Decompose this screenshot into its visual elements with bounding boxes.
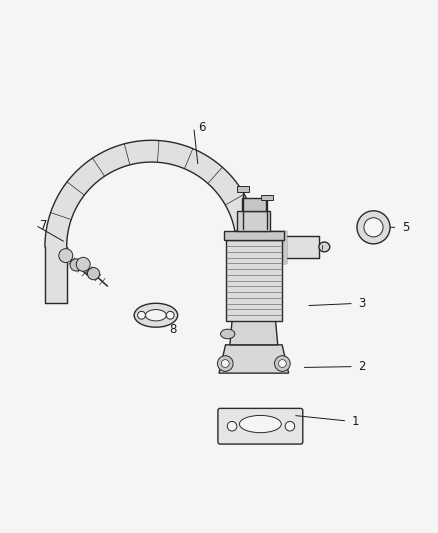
Polygon shape (219, 345, 289, 373)
Circle shape (59, 249, 73, 263)
Circle shape (166, 311, 174, 319)
Bar (242, 198, 266, 211)
Circle shape (76, 257, 90, 271)
Text: 3: 3 (358, 297, 366, 310)
Circle shape (217, 356, 233, 372)
Circle shape (70, 259, 82, 271)
Polygon shape (258, 236, 319, 258)
Ellipse shape (134, 303, 178, 327)
Circle shape (364, 218, 383, 237)
Circle shape (285, 422, 295, 431)
Ellipse shape (319, 242, 330, 252)
Bar (237, 211, 270, 231)
Circle shape (221, 360, 229, 367)
Text: 4: 4 (262, 230, 270, 243)
Text: 7: 7 (40, 219, 47, 232)
Bar (261, 195, 272, 200)
Circle shape (357, 211, 390, 244)
Bar (226, 240, 282, 321)
Circle shape (88, 268, 100, 280)
Bar (224, 231, 284, 240)
Bar (237, 187, 249, 192)
Circle shape (279, 360, 286, 367)
Polygon shape (270, 231, 286, 263)
Circle shape (227, 422, 237, 431)
Ellipse shape (145, 310, 166, 321)
Text: 1: 1 (352, 415, 359, 427)
Text: 6: 6 (198, 121, 205, 134)
Circle shape (275, 356, 290, 372)
Text: 2: 2 (358, 360, 366, 373)
Ellipse shape (220, 329, 235, 339)
Text: 8: 8 (169, 323, 177, 336)
Ellipse shape (240, 415, 281, 433)
Polygon shape (230, 321, 278, 345)
FancyBboxPatch shape (218, 408, 303, 444)
Polygon shape (45, 140, 258, 262)
Circle shape (138, 311, 145, 319)
Text: 5: 5 (402, 221, 409, 234)
Polygon shape (45, 247, 67, 303)
